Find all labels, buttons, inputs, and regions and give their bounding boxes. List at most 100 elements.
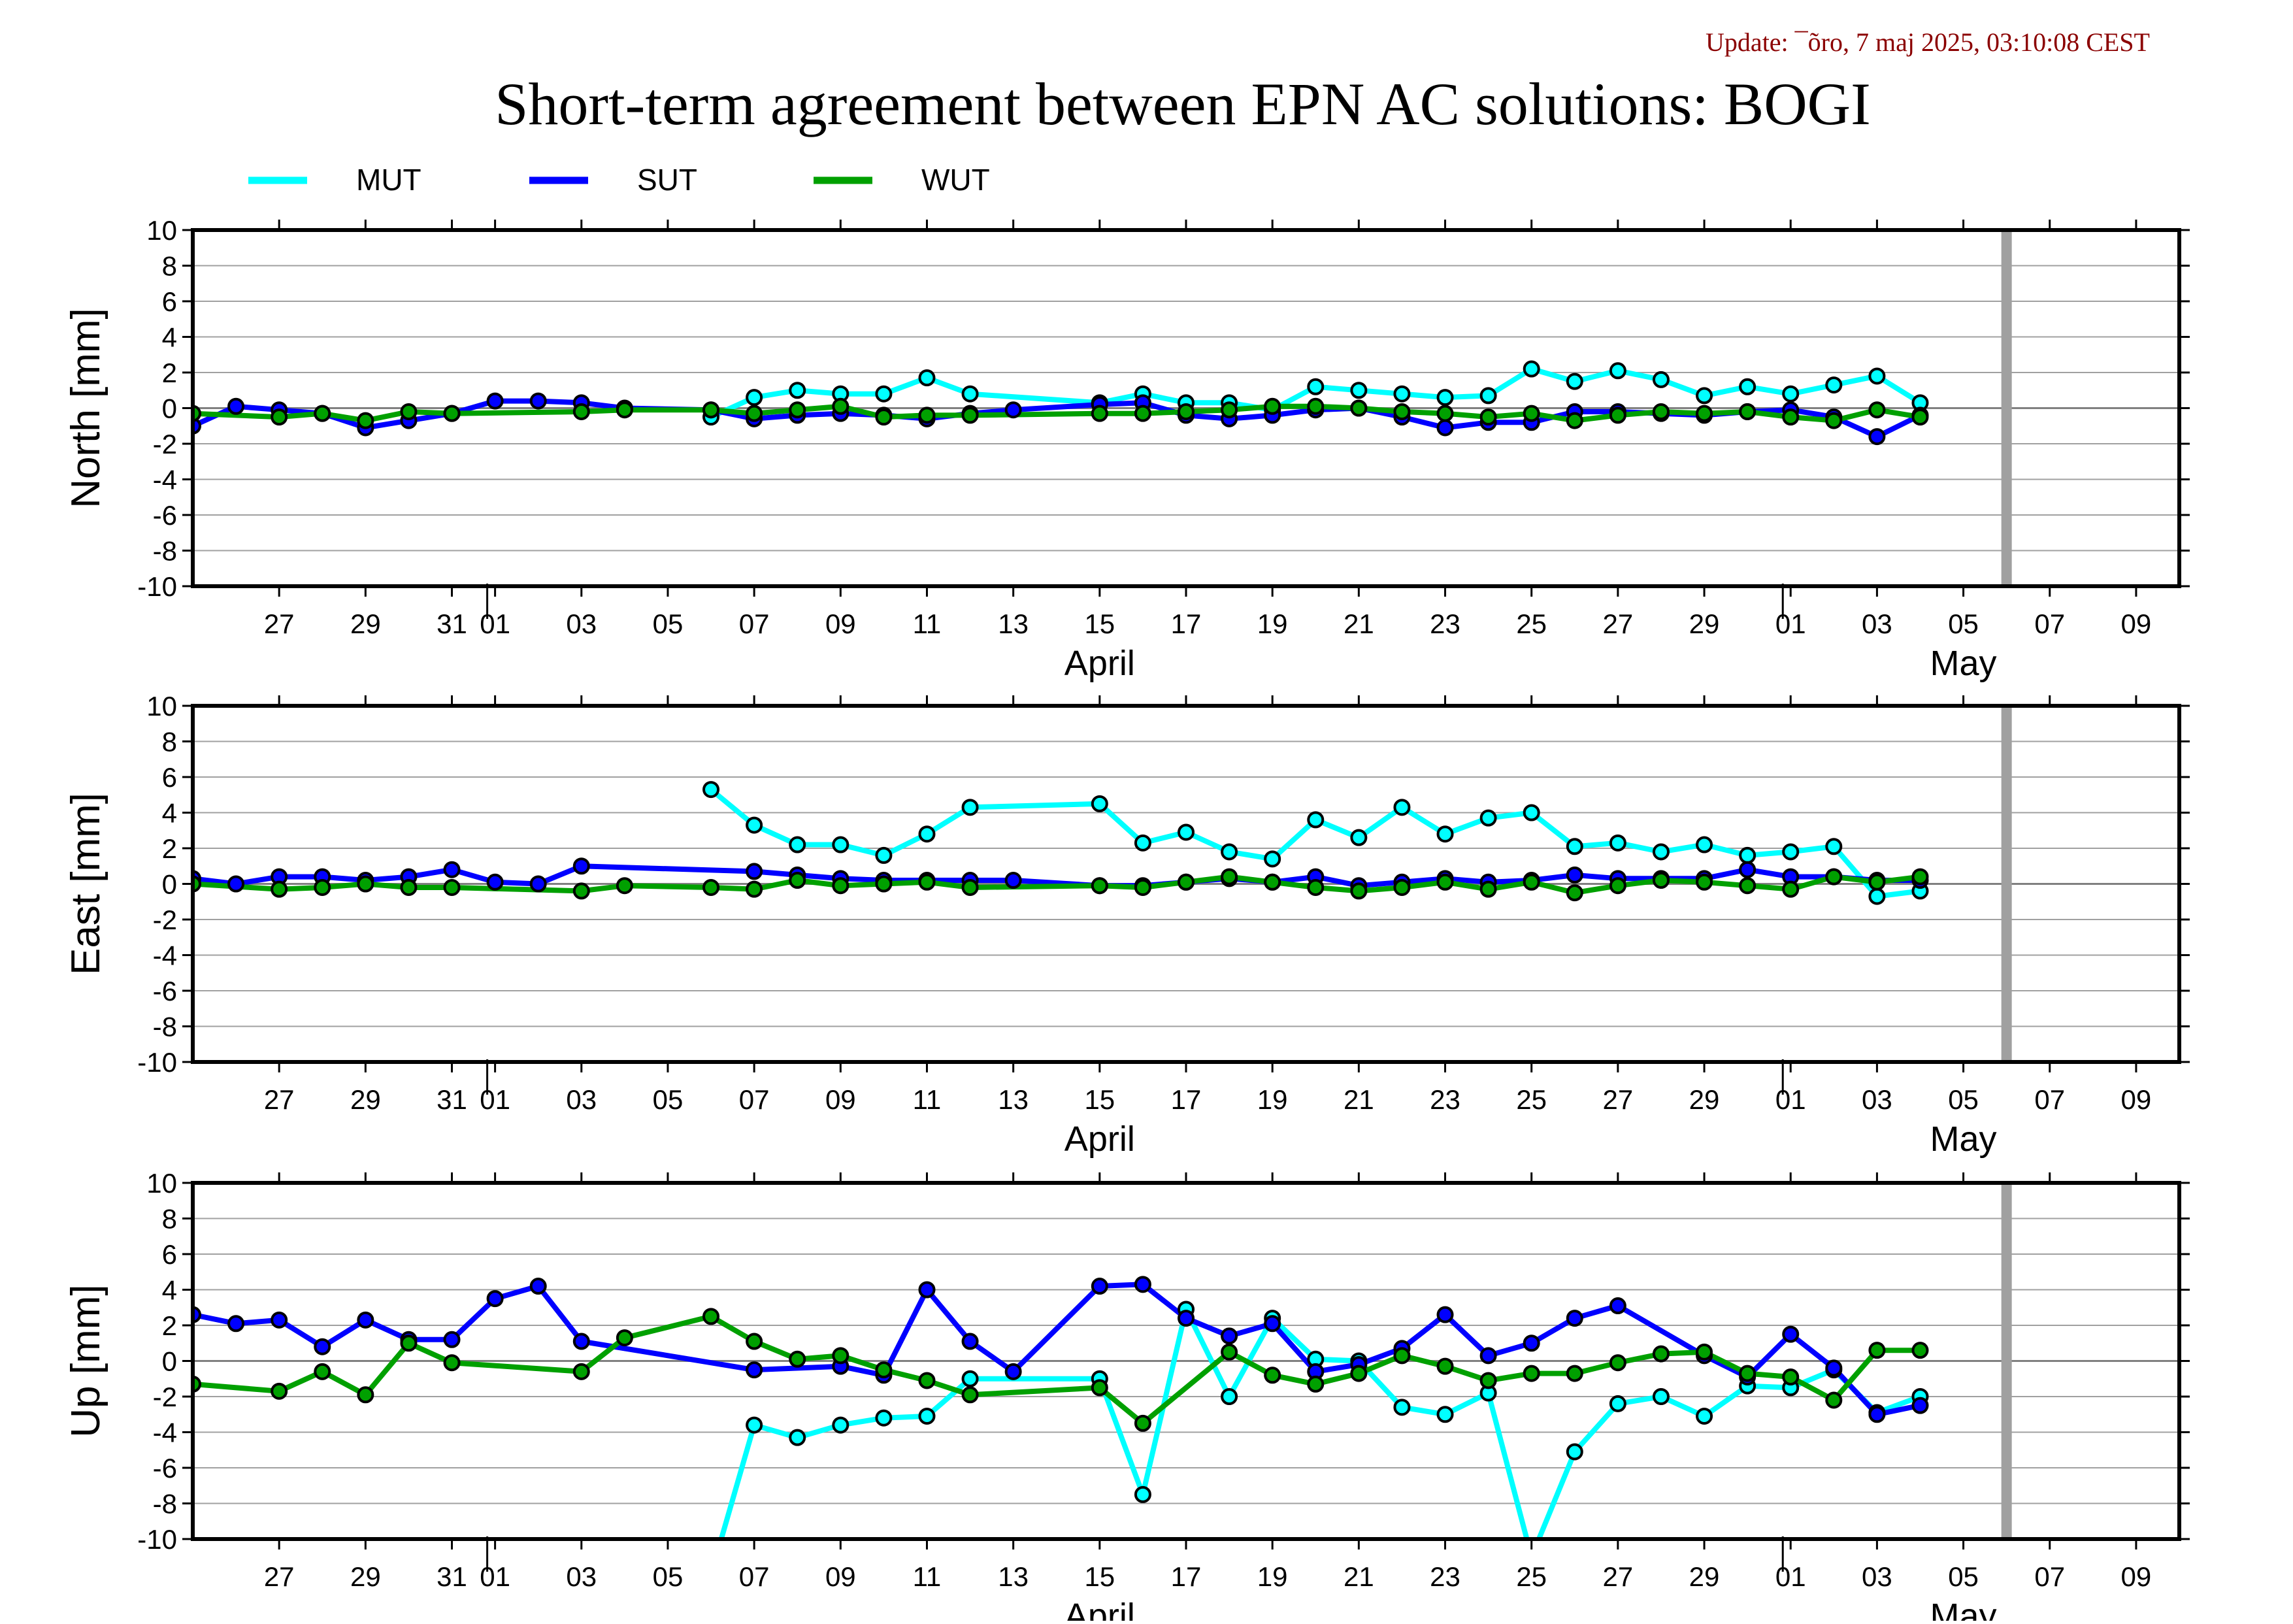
point-wut-1-18: [1221, 868, 1238, 886]
point-wut-0-18: [1221, 401, 1238, 419]
point-sut-2-20: [1264, 1315, 1281, 1333]
point-wut-1-7: [616, 877, 633, 895]
legend-label-wut: WUT: [921, 163, 990, 197]
point-mut-2-10: [1221, 1388, 1238, 1405]
point-wut-0-3: [357, 412, 374, 429]
point-mut-0-21: [1696, 387, 1713, 405]
point-sut-2-2: [271, 1311, 288, 1329]
x-tick-label-0-11: 17: [1171, 608, 1202, 639]
x-tick-label-0-1: 29: [350, 608, 381, 639]
x-tick-label-2-8: 11: [913, 1561, 942, 1592]
point-wut-0-23: [1436, 405, 1454, 422]
chart-title: Short-term agreement between EPN AC solu…: [495, 71, 1870, 137]
point-wut-1-14: [961, 878, 979, 896]
point-wut-0-27: [1609, 406, 1626, 424]
x-tick-label-0-18: 01: [1775, 608, 1806, 639]
point-mut-1-11: [1264, 850, 1281, 868]
point-mut-0-5: [918, 369, 936, 387]
y-tick-label-0-6: -2: [153, 429, 177, 459]
point-mut-1-13: [1350, 829, 1368, 846]
point-sut-1-16: [1004, 872, 1022, 889]
point-wut-0-9: [746, 405, 763, 422]
x-tick-label-2-11: 17: [1171, 1561, 1202, 1592]
point-wut-2-1: [271, 1382, 288, 1400]
point-sut-0-8: [529, 392, 547, 410]
point-mut-1-10: [1221, 843, 1238, 861]
legend-item-sut: SUT: [529, 163, 697, 197]
point-wut-0-1: [271, 408, 288, 426]
y-tick-label-2-5: 0: [162, 1346, 177, 1377]
x-tick-label-1-19: 03: [1862, 1084, 1892, 1115]
point-wut-0-11: [832, 397, 850, 415]
point-mut-1-25: [1868, 887, 1886, 905]
point-mut-1-16: [1479, 809, 1497, 827]
point-wut-1-15: [1091, 877, 1108, 895]
y-tick-label-1-3: 4: [162, 798, 177, 829]
point-mut-1-18: [1566, 838, 1583, 855]
y-tick-label-2-2: 6: [162, 1239, 177, 1270]
point-wut-0-24: [1479, 408, 1497, 426]
point-wut-2-30: [1782, 1368, 1800, 1386]
point-wut-0-30: [1739, 403, 1757, 420]
month-label-2-1: May: [1930, 1597, 1997, 1621]
x-tick-label-0-10: 15: [1084, 608, 1115, 639]
point-wut-1-4: [400, 878, 418, 896]
x-tick-label-2-2: 31: [437, 1561, 467, 1592]
point-wut-0-32: [1825, 412, 1843, 429]
x-tick-label-2-19: 03: [1862, 1561, 1892, 1592]
point-wut-0-13: [918, 406, 936, 424]
point-wut-2-21: [1393, 1347, 1411, 1365]
y-tick-label-2-9: -8: [153, 1489, 177, 1519]
point-sut-2-15: [1004, 1363, 1022, 1380]
point-sut-0-18: [1004, 401, 1022, 419]
x-tick-label-0-20: 05: [1948, 608, 1979, 639]
point-wut-1-13: [918, 873, 936, 891]
point-mut-0-6: [961, 385, 979, 403]
series-group-0: [193, 360, 1929, 446]
point-wut-0-33: [1868, 401, 1886, 419]
x-tick-label-2-15: 25: [1516, 1561, 1547, 1592]
point-wut-0-19: [1264, 397, 1281, 415]
x-tick-label-2-14: 23: [1430, 1561, 1460, 1592]
point-mut-0-23: [1782, 385, 1800, 403]
month-label-1-1: May: [1930, 1119, 1997, 1159]
point-sut-2-31: [1782, 1325, 1800, 1343]
point-wut-1-2: [314, 878, 331, 896]
today-marker-1: [2001, 706, 2012, 1062]
x-tick-label-1-12: 19: [1257, 1084, 1288, 1115]
y-tick-label-0-8: -6: [153, 500, 177, 531]
panel-frame-2: [191, 1181, 2181, 1541]
x-tick-label-1-22: 09: [2121, 1084, 2152, 1115]
point-sut-2-17: [1134, 1276, 1151, 1293]
x-tick-label-2-18: 01: [1775, 1561, 1806, 1592]
x-tick-label-0-5: 05: [653, 608, 684, 639]
y-tick-label-0-2: 6: [162, 286, 177, 317]
point-sut-2-1: [227, 1315, 245, 1333]
point-wut-2-7: [616, 1329, 633, 1347]
point-wut-2-25: [1566, 1365, 1583, 1382]
y-tick-label-1-8: -6: [153, 976, 177, 1006]
point-sut-2-3: [314, 1338, 331, 1355]
point-wut-2-9: [746, 1333, 763, 1350]
panel-1: 10 8 6 4 2 0 -2 -4 -6 -8 -10 East [mm] 27 29 31 01 03 05 0…: [63, 691, 2190, 1159]
point-mut-2-21: [1696, 1407, 1713, 1425]
series-group-2: [193, 1276, 1929, 1539]
point-mut-2-15: [1436, 1406, 1454, 1423]
point-wut-1-31: [1782, 880, 1800, 898]
point-mut-2-6: [961, 1370, 979, 1387]
point-wut-0-21: [1350, 399, 1368, 417]
y-tick-label-0-9: -8: [153, 536, 177, 567]
point-mut-1-4: [875, 846, 893, 864]
x-tick-label-0-4: 03: [566, 608, 597, 639]
y-tick-label-2-3: 4: [162, 1275, 177, 1306]
point-wut-1-1: [271, 880, 288, 898]
point-wut-2-4: [400, 1334, 418, 1352]
legend-item-mut: MUT: [248, 163, 421, 197]
point-mut-0-16: [1479, 387, 1497, 405]
month-label-1-0: April: [1064, 1119, 1135, 1159]
point-wut-1-17: [1178, 873, 1195, 891]
point-mut-1-2: [789, 836, 806, 853]
point-mut-2-4: [875, 1409, 893, 1427]
x-tick-label-2-21: 07: [2034, 1561, 2065, 1592]
point-wut-2-19: [1307, 1375, 1325, 1393]
